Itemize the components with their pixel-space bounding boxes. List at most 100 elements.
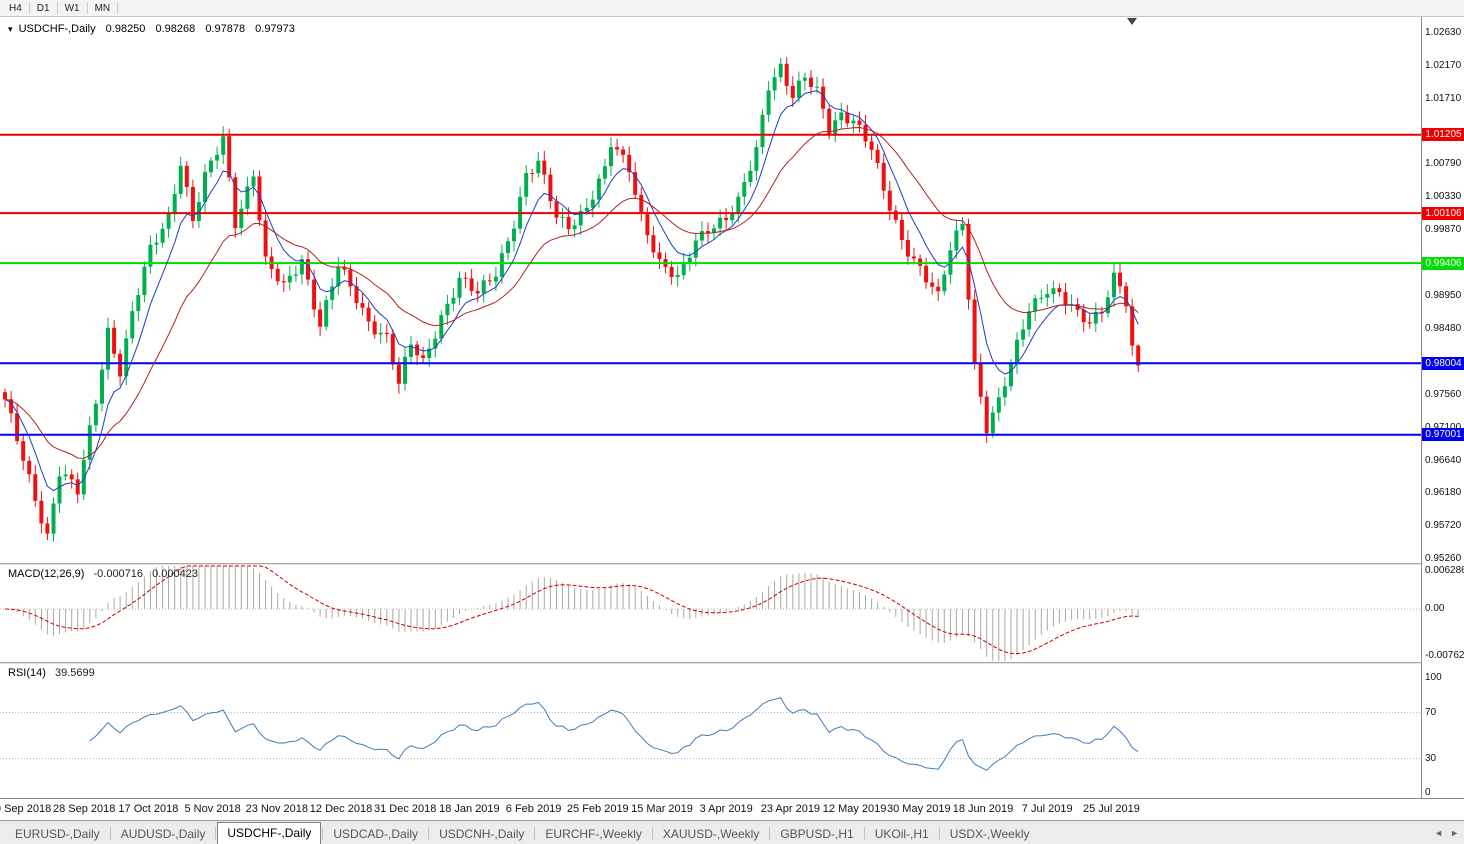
chart-tab-eurchf-weekly[interactable]: EURCHF-,Weekly <box>545 827 642 841</box>
tab-scroll-right-icon[interactable]: ► <box>1450 828 1459 838</box>
price-axis-label: 0.95720 <box>1425 520 1462 532</box>
date-axis-label: 30 May 2019 <box>886 803 951 815</box>
macd-histogram <box>10 566 1139 661</box>
main-price-axis: 1.02630 1.02170 1.01710 1.00790 1.00330 0.998… <box>1422 17 1464 564</box>
tab-separator <box>938 827 940 840</box>
toolbar-separator <box>56 2 58 14</box>
price-axis-label: 1.00330 <box>1425 191 1462 203</box>
macd-label-bar: MACD(12,26,9) -0.000716 0.000423 <box>8 568 198 580</box>
price-axis-label: 0.98480 <box>1425 323 1462 335</box>
toolbar-separator <box>117 2 119 14</box>
date-axis-label: 25 Feb 2019 <box>566 803 629 815</box>
tab-separator <box>863 827 865 840</box>
open-value: 0.98250 <box>105 23 146 35</box>
rsi-axis-label: 70 <box>1425 706 1437 718</box>
rsi-indicator-panel[interactable] <box>0 664 1421 798</box>
panel-splitter[interactable] <box>0 563 1464 565</box>
date-axis-label: 6 Feb 2019 <box>505 803 562 815</box>
candlestick-series <box>3 57 1141 542</box>
date-axis-label: 12 Dec 2018 <box>309 803 373 815</box>
tab-separator <box>769 827 771 840</box>
timeframe-button-d1[interactable]: D1 <box>36 2 50 14</box>
timeframe-button-w1[interactable]: W1 <box>64 2 80 14</box>
rsi-axis-label: 30 <box>1425 752 1437 764</box>
date-axis-label: 31 Dec 2018 <box>373 803 437 815</box>
macd-indicator-name: MACD(12,26,9) <box>8 568 85 580</box>
tab-separator <box>322 827 324 840</box>
price-axis-label: 0.97100 <box>1425 421 1462 433</box>
tab-scroll-left-icon[interactable]: ◄ <box>1434 828 1444 838</box>
rsi-line <box>89 697 1139 771</box>
rsi-axis: 100 70 30 0 <box>1422 664 1464 798</box>
price-axis[interactable]: 1.02630 1.02170 1.01710 1.00790 1.00330 0.998… <box>1421 17 1464 798</box>
tab-separator <box>109 827 111 840</box>
tab-separator <box>428 827 430 840</box>
date-axis-label: 7 Jul 2019 <box>1021 803 1073 815</box>
date-axis-label: 18 Jun 2019 <box>952 803 1014 815</box>
date-axis-label: 23 Nov 2018 <box>245 803 308 815</box>
timeframe-button-h4[interactable]: H4 <box>9 2 22 14</box>
main-price-chart[interactable] <box>0 17 1421 563</box>
date-axis-label: 17 Oct 2018 <box>118 803 179 815</box>
symbol-marker-icon: ▾ <box>8 24 13 34</box>
macd-axis-label: 0.00 <box>1425 602 1445 614</box>
macd-axis: 0.006286 0.00 -0.00762 <box>1422 565 1464 662</box>
macd-indicator-panel[interactable] <box>0 565 1421 662</box>
date-axis-label: 12 May 2019 <box>822 803 887 815</box>
chart-tab-usdx-weekly[interactable]: USDX-,Weekly <box>949 827 1030 841</box>
macd-main-value: -0.000716 <box>93 568 144 580</box>
high-value: 0.98268 <box>155 23 196 35</box>
price-axis-label: 0.96180 <box>1425 487 1462 499</box>
rsi-value: 39.5699 <box>54 667 95 679</box>
price-level-badge: 0.99406 <box>1422 256 1464 270</box>
price-axis-label: 0.97560 <box>1425 388 1462 400</box>
date-axis-label: 28 Sep 2018 <box>52 803 116 815</box>
chart-tab-ukoil-h1[interactable]: UKOil-,H1 <box>874 827 929 841</box>
date-axis-label: 3 Apr 2019 <box>699 803 753 815</box>
chart-tab-usdcnh-daily[interactable]: USDCNH-,Daily <box>439 827 525 841</box>
tab-separator <box>651 827 653 840</box>
rsi-axis-label: 0 <box>1425 787 1431 798</box>
price-axis-label: 0.98950 <box>1425 289 1462 301</box>
macd-signal-value: 0.000423 <box>152 568 198 580</box>
price-axis-label: 1.01710 <box>1425 92 1462 104</box>
price-axis-label: 0.96640 <box>1425 454 1462 466</box>
rsi-axis-label: 100 <box>1425 672 1442 683</box>
date-axis-label: 25 Jul 2019 <box>1082 803 1140 815</box>
date-axis-label: 18 Jan 2019 <box>439 803 500 815</box>
price-axis-label: 1.00790 <box>1425 158 1462 170</box>
panel-splitter[interactable] <box>0 662 1464 664</box>
moving-average-lines <box>4 90 1139 492</box>
chart-shift-marker-icon[interactable] <box>1127 18 1137 25</box>
chart-window: 1.02630 1.02170 1.01710 1.00790 1.00330 0.998… <box>0 17 1464 820</box>
price-axis-label: 0.95260 <box>1425 553 1462 564</box>
toolbar-separator <box>86 2 88 14</box>
chart-title-bar: ▾ USDCHF-,Daily 0.98250 0.98268 0.97878 … <box>8 23 295 35</box>
chart-tab-usdcad-daily[interactable]: USDCAD-,Daily <box>333 827 419 841</box>
timeframe-button-mn[interactable]: MN <box>94 2 111 14</box>
date-axis-label: 5 Nov 2018 <box>184 803 241 815</box>
chart-tab-xauusd-weekly[interactable]: XAUUSD-,Weekly <box>662 827 760 841</box>
chart-tab-gbpusd-h1[interactable]: GBPUSD-,H1 <box>780 827 854 841</box>
price-axis-label: 1.02170 <box>1425 59 1462 71</box>
date-axis-label: 23 Apr 2019 <box>760 803 821 815</box>
rsi-indicator-name: RSI(14) <box>8 667 46 679</box>
chart-tab-audusd-daily[interactable]: AUDUSD-,Daily <box>120 827 206 841</box>
price-level-badge: 0.97001 <box>1422 428 1464 442</box>
chart-tab-usdchf-daily[interactable]: USDCHF-,Daily <box>217 822 322 844</box>
price-level-badge: 0.98004 <box>1422 356 1464 370</box>
close-value: 0.97973 <box>255 23 295 35</box>
tab-separator <box>215 827 217 840</box>
chart-tab-eurusd-daily[interactable]: EURUSD-,Daily <box>15 827 100 841</box>
macd-signal-line <box>4 565 1139 655</box>
price-level-badge: 1.00106 <box>1422 206 1464 220</box>
timeframe-toolbar: H4 D1 W1 MN <box>0 0 1464 17</box>
price-axis-label: 1.02630 <box>1425 26 1462 38</box>
date-axis-label: 15 Mar 2019 <box>631 803 693 815</box>
chart-tab-bar: EURUSD-,Daily AUDUSD-,Daily USDCHF-,Daily U… <box>0 820 1464 844</box>
horizontal-level-lines[interactable] <box>0 133 1421 436</box>
tab-separator <box>534 827 536 840</box>
rsi-label-bar: RSI(14) 39.5699 <box>8 667 95 679</box>
